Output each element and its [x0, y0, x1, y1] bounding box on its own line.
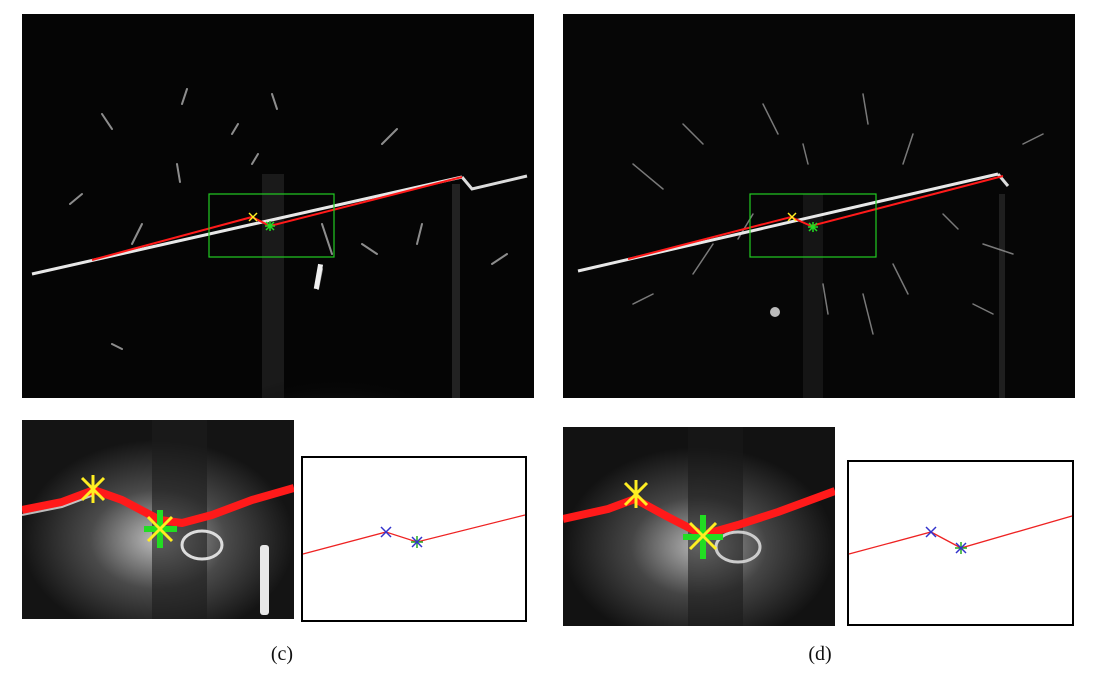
- right-feature-marker: [808, 222, 818, 232]
- fitted-seam-line: [848, 515, 1073, 555]
- arc-glow: [82, 194, 522, 398]
- seam-stripe-right: [460, 174, 528, 191]
- zoom-seam-line: [563, 487, 835, 539]
- spatter-chunk: [313, 263, 324, 290]
- zoom-crop-d: [563, 427, 835, 626]
- panel-c: (c): [22, 14, 534, 665]
- roi-box: [208, 193, 335, 258]
- spatter-droplet: [770, 307, 780, 317]
- left-feature-marker: [787, 212, 797, 222]
- right-feature-marker: [265, 221, 275, 231]
- arc-glow: [633, 209, 1053, 398]
- seam-fit-line: [627, 175, 1004, 260]
- left-feature-marker: [248, 212, 258, 222]
- spatter-streaks: [632, 93, 1044, 335]
- spatter-chunk: [260, 545, 269, 615]
- fitted-seam-line: [302, 514, 526, 555]
- seam-fit-line: [91, 176, 463, 261]
- caption-d: (d): [808, 643, 832, 665]
- caption-c: (c): [270, 643, 294, 665]
- plot-left-marker: [925, 526, 937, 538]
- plot-right-marker: [955, 542, 967, 554]
- plot-left-marker: [380, 526, 392, 538]
- fit-plot-d: [847, 460, 1074, 626]
- camera-image-d: [563, 14, 1075, 398]
- zoom-right-marker: [683, 515, 723, 559]
- zoom-left-marker: [623, 480, 649, 508]
- roi-box: [749, 193, 877, 258]
- camera-image-c: [22, 14, 534, 398]
- zoom-crop-c: [22, 420, 294, 619]
- panel-d: (d): [550, 0, 1100, 681]
- fit-plot-c: [301, 456, 527, 622]
- zoom-right-marker: [144, 510, 177, 548]
- plot-right-marker: [411, 536, 423, 548]
- zoom-left-marker: [80, 475, 106, 503]
